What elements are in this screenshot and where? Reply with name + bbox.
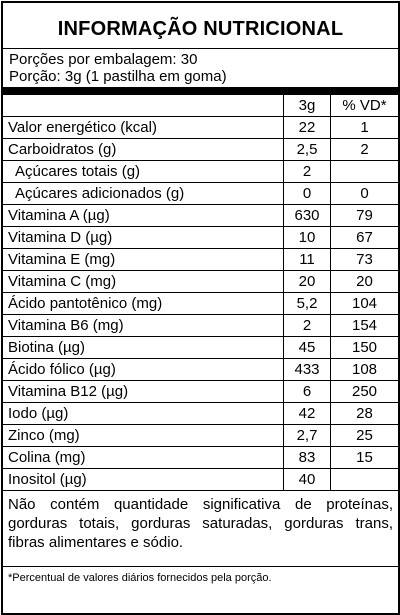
portion-amount: 2 xyxy=(283,161,330,182)
portion-amount: 2 xyxy=(283,315,330,336)
table-row: Vitamina E (mg) 11 73 xyxy=(3,249,398,271)
daily-value-percent: 73 xyxy=(330,249,398,270)
portion-amount: 5,2 xyxy=(283,293,330,314)
header-name-cell xyxy=(3,95,283,116)
table-row: Carboidratos (g) 2,5 2 xyxy=(3,139,398,161)
portion-amount: 0 xyxy=(283,183,330,204)
nutrient-name: Vitamina C (mg) xyxy=(8,273,117,290)
nutrient-name: Vitamina B12 (µg) xyxy=(8,383,129,400)
table-row: Açúcares adicionados (g) 0 0 xyxy=(3,183,398,205)
nutrient-name: Açúcares totais (g) xyxy=(15,163,141,180)
portion-amount: 83 xyxy=(283,447,330,468)
table-row: Iodo (µg) 42 28 xyxy=(3,403,398,425)
portion-amount: 2,7 xyxy=(283,425,330,446)
portion-amount: 40 xyxy=(283,469,330,490)
table-row: Zinco (mg) 2,7 25 xyxy=(3,425,398,447)
table-row: Vitamina D (µg) 10 67 xyxy=(3,227,398,249)
daily-value-percent xyxy=(330,469,398,490)
portions-per-package: Porções por embalagem: 30 xyxy=(9,51,198,68)
nutrient-name: Zinco (mg) xyxy=(8,427,80,444)
daily-value-percent: 108 xyxy=(330,359,398,380)
table-row: Valor energético (kcal) 22 1 xyxy=(3,117,398,139)
daily-value-percent: 250 xyxy=(330,381,398,402)
table-header-row: 3g % VD* xyxy=(3,95,398,117)
daily-value-percent: 28 xyxy=(330,403,398,424)
portion-size: Porção: 3g (1 pastilha em goma) xyxy=(9,68,227,85)
not-significant-note: Não contém quantidade significativa de p… xyxy=(3,491,398,567)
daily-value-percent: 150 xyxy=(330,337,398,358)
daily-value-percent: 79 xyxy=(330,205,398,226)
table-row: Ácido pantotênico (mg) 5,2 104 xyxy=(3,293,398,315)
portion-amount: 11 xyxy=(283,249,330,270)
table-row: Colina (mg) 83 15 xyxy=(3,447,398,469)
nutrient-name: Ácido fólico (µg) xyxy=(8,361,116,378)
table-row: Vitamina C (mg) 20 20 xyxy=(3,271,398,293)
daily-value-percent: 67 xyxy=(330,227,398,248)
vd-footnote: *Percentual de valores diários fornecido… xyxy=(8,572,272,584)
nutrient-name: Vitamina D (µg) xyxy=(8,229,113,246)
portion-amount: 10 xyxy=(283,227,330,248)
portion-amount: 630 xyxy=(283,205,330,226)
daily-value-percent: 20 xyxy=(330,271,398,292)
portion-amount: 42 xyxy=(283,403,330,424)
daily-value-percent: 0 xyxy=(330,183,398,204)
table-row: Vitamina A (µg) 630 79 xyxy=(3,205,398,227)
thick-divider xyxy=(3,87,398,95)
portion-amount: 20 xyxy=(283,271,330,292)
nutrient-name: Açúcares adicionados (g) xyxy=(15,185,185,202)
table-row: Biotina (µg) 45 150 xyxy=(3,337,398,359)
daily-value-percent: 2 xyxy=(330,139,398,160)
nutrient-name: Biotina (µg) xyxy=(8,339,86,356)
nutrient-name: Valor energético (kcal) xyxy=(8,119,157,136)
table-row: Inositol (µg) 40 xyxy=(3,469,398,491)
title-divider xyxy=(3,48,398,49)
daily-value-percent: 104 xyxy=(330,293,398,314)
portion-info: Porções por embalagem: 30 Porção: 3g (1 … xyxy=(3,49,398,87)
daily-value-percent: 1 xyxy=(330,117,398,138)
portion-amount: 6 xyxy=(283,381,330,402)
portion-amount: 45 xyxy=(283,337,330,358)
nutrient-name: Iodo (µg) xyxy=(8,405,69,422)
table-row: Ácido fólico (µg) 433 108 xyxy=(3,359,398,381)
portion-amount: 2,5 xyxy=(283,139,330,160)
daily-value-percent xyxy=(330,161,398,182)
daily-value-percent: 154 xyxy=(330,315,398,336)
header-portion-cell: 3g xyxy=(283,95,330,116)
daily-value-percent: 25 xyxy=(330,425,398,446)
nutrient-name: Vitamina B6 (mg) xyxy=(8,317,124,334)
header-vd-cell: % VD* xyxy=(330,95,398,116)
table-row: Vitamina B6 (mg) 2 154 xyxy=(3,315,398,337)
daily-value-percent: 15 xyxy=(330,447,398,468)
nutrient-name: Carboidratos (g) xyxy=(8,141,117,158)
portion-amount: 22 xyxy=(283,117,330,138)
nutrient-name: Ácido pantotênico (mg) xyxy=(8,295,163,312)
panel-title: INFORMAÇÃO NUTRICIONAL xyxy=(57,18,344,40)
nutrient-table-body: Valor energético (kcal) 22 1 Carboidratos (… xyxy=(3,117,398,491)
nutrient-name: Inositol (µg) xyxy=(8,471,87,488)
nutrient-name: Colina (mg) xyxy=(8,449,86,466)
nutrient-name: Vitamina E (mg) xyxy=(8,251,116,268)
table-row: Vitamina B12 (µg) 6 250 xyxy=(3,381,398,403)
table-row: Açúcares totais (g) 2 xyxy=(3,161,398,183)
portion-amount: 433 xyxy=(283,359,330,380)
nutrient-name: Vitamina A (µg) xyxy=(8,207,110,224)
